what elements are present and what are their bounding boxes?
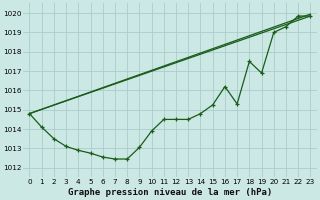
X-axis label: Graphe pression niveau de la mer (hPa): Graphe pression niveau de la mer (hPa)	[68, 188, 272, 197]
